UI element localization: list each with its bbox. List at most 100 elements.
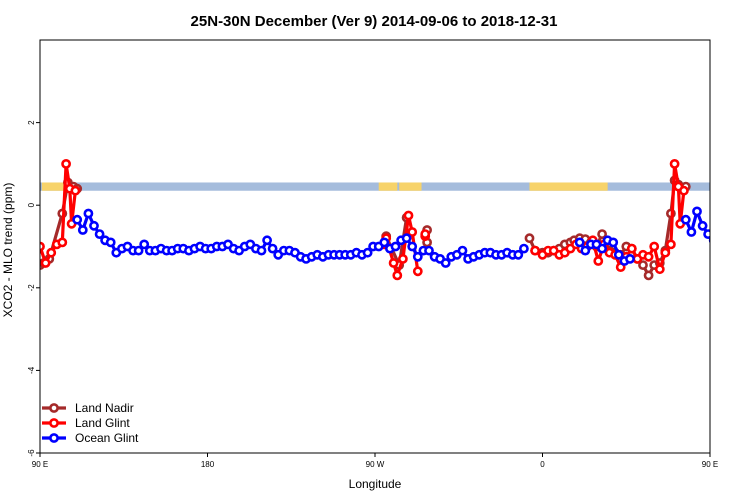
series-layer [40,158,750,281]
data-point [519,243,529,254]
data-point [89,220,99,231]
data-point [597,243,607,254]
x-axis-label: Longitude [349,477,402,491]
data-point [57,237,68,248]
data-point [139,239,150,250]
y-tick-label: -6 [27,449,36,457]
data-point [379,237,390,248]
data-point [457,245,468,256]
data-point [580,245,591,256]
legend-marker [49,418,59,428]
data-point [105,237,116,248]
data-point [744,249,750,256]
data-point [625,253,635,264]
data-point [593,256,604,266]
data-point [256,245,267,256]
data-point [680,214,691,225]
legend-marker [49,403,59,413]
data-point [638,260,648,270]
data-point [70,185,81,196]
data-point [708,237,710,244]
y-tick-label: 0 [27,202,36,207]
legend-label: Ocean Glint [75,431,139,445]
land-band [529,182,608,191]
legend-marker [49,433,59,443]
data-point [654,264,665,275]
data-point [362,247,373,258]
y-tick-label: 2 [27,120,36,125]
data-point [403,210,414,221]
data-point [727,245,734,252]
data-point [738,249,745,256]
data-point [390,241,401,252]
legend-label: Land Nadir [75,401,134,415]
data-point [716,239,723,246]
data-point [267,243,278,254]
data-point [392,270,403,281]
legend-item-land-glint: Land Glint [42,416,130,430]
data-point [692,206,702,217]
data-point [407,227,418,237]
x-tick-label: 0 [540,460,545,469]
y-axis-label: XCO2 - MLO trend (ppm) [1,183,15,318]
data-point [94,229,105,239]
data-point [721,249,728,256]
data-point [40,258,51,268]
land-band [41,182,72,191]
data-point [643,270,654,281]
data-point [46,247,57,258]
data-point [440,258,451,268]
ocean-band [40,182,710,191]
data-point [83,208,94,219]
x-tick-label: 90 E [32,460,48,469]
data-point [397,253,408,264]
data-point [643,251,654,262]
data-point [412,251,423,262]
x-axis: 90 E 180 90 W 0 90 E [32,453,718,469]
land-sea-bar [40,182,742,191]
data-point [388,258,399,268]
data-point [679,185,689,196]
legend-item-ocean-glint: Ocean Glint [42,431,139,445]
y-axis: -6 -4 -2 0 2 [27,120,40,457]
data-point [530,245,540,256]
legend-label: Land Glint [75,416,130,430]
data-point [660,247,671,258]
land-band [399,182,422,191]
data-point [686,227,697,237]
data-point [697,220,708,231]
legend-item-land-nadir: Land Nadir [42,401,134,415]
data-point [608,237,619,248]
data-point [669,158,680,169]
data-point [420,229,431,239]
data-point [77,225,88,235]
data-point [703,229,710,239]
data-point [597,229,607,239]
data-point [401,233,412,244]
data-point [649,241,660,252]
data-point [524,233,535,244]
data-point [666,239,676,250]
land-band [712,182,742,190]
data-point [412,266,423,277]
data-point [133,245,144,256]
data-point [626,243,637,254]
data-point [513,249,524,260]
x-tick-label: 180 [201,460,215,469]
y-tick-label: -4 [27,366,36,374]
data-point [407,241,418,252]
data-point [733,243,740,250]
series-land-nadir [40,175,691,281]
data-point [613,249,624,260]
data-point [262,235,272,246]
y-tick-label: -2 [27,284,36,292]
chart-title: 25N-30N December (Ver 9) 2014-09-06 to 2… [191,13,558,30]
x-tick-label: 90 W [366,460,385,469]
x-tick-label: 90 E [702,460,718,469]
data-point [61,158,71,169]
land-band [378,182,398,191]
series-land-glint [40,158,689,281]
series-ocean-glint [72,206,750,268]
